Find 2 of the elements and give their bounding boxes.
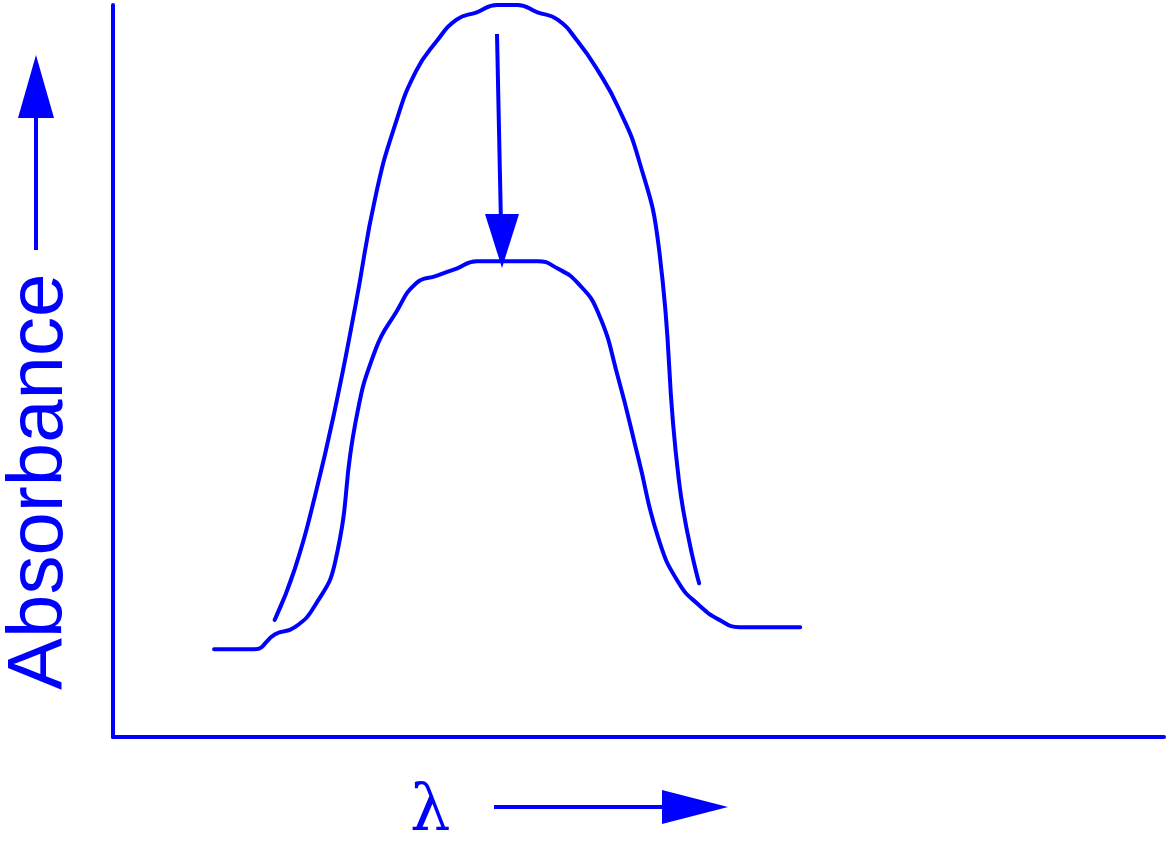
y-axis-title: Absorbance <box>0 273 79 690</box>
x-axis-title: λ <box>410 770 451 844</box>
